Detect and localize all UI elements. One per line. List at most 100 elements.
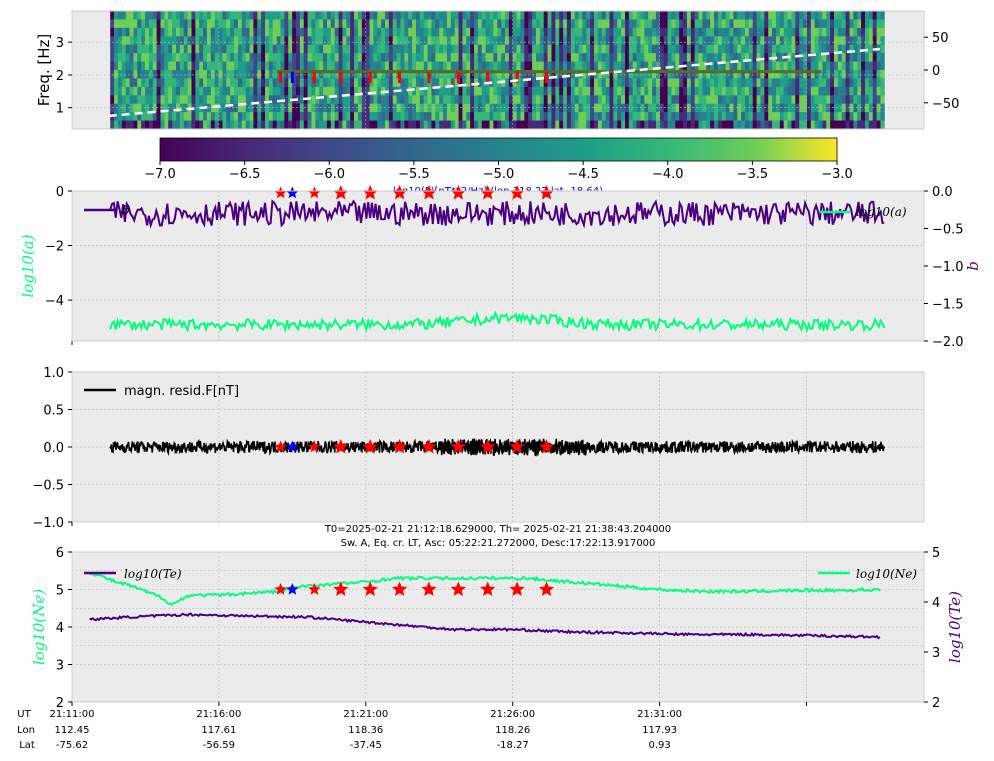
- spectrogram-cell: [249, 11, 254, 20]
- spectrogram-cell: [226, 53, 231, 62]
- spectrogram-cell: [222, 120, 227, 130]
- spectrogram-cell: [415, 27, 421, 37]
- spectrogram-cell: [346, 86, 351, 96]
- spectrogram-cell: [303, 78, 308, 88]
- spectrogram-cell: [466, 70, 471, 79]
- spectrogram-cell: [431, 61, 436, 71]
- spectrogram-cell: [168, 11, 173, 20]
- spectrogram-cell: [133, 120, 138, 130]
- spectrogram-cell: [655, 120, 661, 130]
- spectrogram-cell: [625, 86, 630, 96]
- spectrogram-cell: [311, 103, 316, 113]
- spectrogram-cell: [845, 61, 850, 71]
- spectrogram-cell: [218, 36, 223, 46]
- spectrogram-cell: [636, 11, 641, 20]
- spectrogram-cell: [133, 78, 138, 88]
- spectrogram-cell: [191, 95, 196, 105]
- spectrogram-cell: [683, 86, 688, 96]
- spectrogram-cell: [760, 112, 765, 121]
- legend-b-label: b: [122, 203, 130, 217]
- spectrogram-cell: [814, 11, 819, 20]
- series-loga-line: [109, 310, 886, 334]
- spectrogram-cell: [857, 36, 862, 46]
- spectrogram-cell: [257, 61, 262, 71]
- spectrogram-cell: [481, 70, 487, 79]
- spectrogram-cell: [183, 112, 189, 121]
- spectrogram-cell: [268, 19, 274, 29]
- spectrogram-cell: [168, 120, 173, 130]
- spectrogram-cell: [628, 44, 634, 54]
- x-tick-lat: -75.62: [56, 740, 88, 751]
- spectrogram-cell: [435, 70, 440, 79]
- spectrogram-cell: [605, 95, 610, 105]
- spectrogram-cell: [876, 27, 881, 37]
- spectrogram-cell: [176, 36, 181, 46]
- spectrogram-cell: [679, 103, 684, 113]
- spectrogram-cell: [744, 120, 750, 130]
- spectrogram-cell: [841, 103, 847, 113]
- spectrogram-cell: [187, 36, 192, 46]
- spectrogram-cell: [783, 19, 788, 29]
- spectrogram-cell: [450, 61, 456, 71]
- spectrogram-cell: [172, 103, 177, 113]
- spectrogram-cell: [810, 11, 816, 20]
- spectrogram-cell: [648, 44, 653, 54]
- spectrogram-cell: [234, 61, 239, 71]
- spectrogram-cell: [543, 36, 548, 46]
- spectrogram-cell: [559, 44, 564, 54]
- spectrogram-cell: [137, 112, 142, 121]
- spectrogram-cell: [299, 95, 305, 105]
- spectrogram-cell: [218, 95, 223, 105]
- spectrogram-cell: [655, 36, 661, 46]
- spectrogram-cell: [431, 120, 436, 130]
- ne-te-grid: [71, 552, 924, 706]
- spectrogram-cell: [710, 103, 715, 113]
- spectrogram-cell: [446, 70, 452, 79]
- spectrogram-cell: [377, 11, 382, 20]
- spectrogram-cell: [868, 27, 874, 37]
- spectrogram-cell: [814, 36, 819, 46]
- spectrogram-cell: [334, 11, 339, 20]
- spectrogram-cell: [404, 44, 409, 54]
- spectrogram-cell: [675, 53, 680, 62]
- spectrogram-cell: [361, 78, 367, 88]
- spectrogram-cell: [652, 86, 657, 96]
- spectrogram-cell: [439, 95, 444, 105]
- event-star: [308, 440, 321, 453]
- spectrogram-cell: [555, 120, 560, 130]
- spectrogram-cell: [330, 53, 336, 62]
- spectrogram-cell: [338, 120, 343, 130]
- spectrogram-cell: [311, 44, 316, 54]
- spectrogram-cell: [470, 27, 475, 37]
- spectrogram-cell: [559, 95, 564, 105]
- spectrogram-cell: [354, 86, 359, 96]
- spectrogram-cell: [354, 78, 359, 88]
- spectrogram-cell: [183, 103, 189, 113]
- spectrogram-cell: [268, 53, 274, 62]
- spectrogram-cell: [524, 112, 529, 121]
- spectrogram-cell: [675, 36, 680, 46]
- spectrogram-cell: [477, 70, 483, 79]
- spectrogram-cell: [381, 44, 386, 54]
- spectrogram-cell: [826, 61, 831, 71]
- spectrogram-cell: [377, 112, 382, 121]
- spectrogram-cell: [880, 27, 885, 37]
- spectrogram-cell: [253, 78, 258, 88]
- spectrogram-cell: [257, 36, 262, 46]
- spectrogram-cell: [454, 78, 459, 88]
- spectrogram-cell: [299, 19, 305, 29]
- spectrogram-cell: [172, 112, 177, 121]
- spectrogram-cell: [830, 19, 835, 29]
- spectrogram-cell: [772, 103, 777, 113]
- spectrogram-cell: [315, 86, 320, 96]
- colorbar-gradient: [159, 137, 838, 162]
- spectrogram-cell: [299, 53, 305, 62]
- spectrogram-cell: [760, 44, 765, 54]
- spectrogram-cell: [284, 19, 289, 29]
- spectrogram-cell: [489, 103, 494, 113]
- ytick-label: −50: [932, 97, 959, 112]
- spectrogram-cell: [133, 103, 138, 113]
- spectrogram-cell: [203, 95, 208, 105]
- spectrogram-cell: [764, 120, 769, 130]
- spectrogram-cell: [237, 36, 243, 46]
